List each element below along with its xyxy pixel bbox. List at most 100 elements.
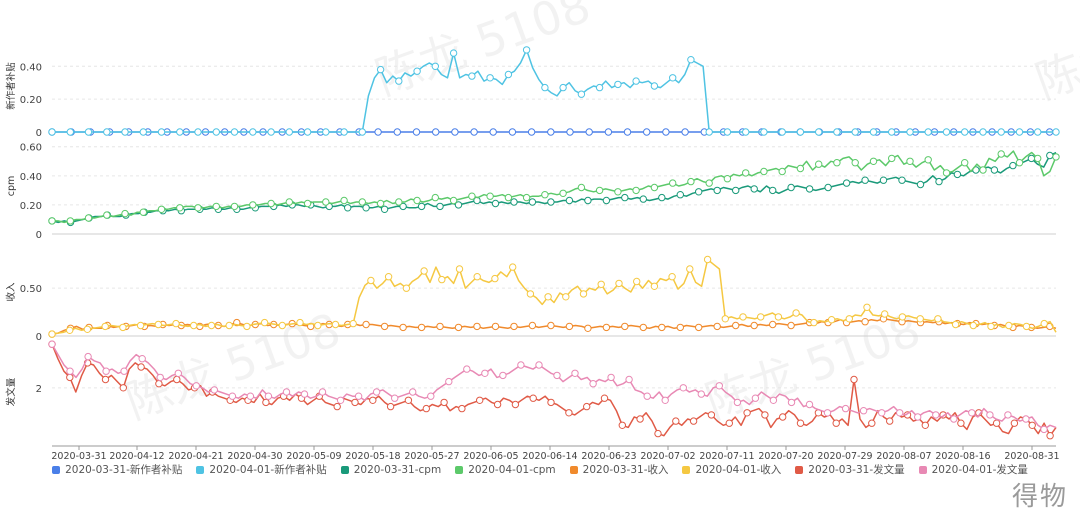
point-3-1-30 [228, 392, 237, 400]
point-1-1-15 [139, 208, 148, 216]
legend-item-2-0[interactable]: 2020-03-31-收入 [569, 462, 668, 477]
legend-item-2-1[interactable]: 2020-04-01-收入 [682, 462, 781, 477]
point-2-1-51 [349, 319, 357, 328]
point-0-1-138 [888, 128, 896, 136]
point-3-0-87 [565, 409, 573, 417]
point-3-1-105 [679, 384, 687, 392]
point-3-0-90 [583, 402, 591, 411]
point-3-1-102 [661, 396, 669, 404]
point-2-1-27 [207, 321, 216, 330]
point-1-1-135 [869, 157, 878, 166]
point-1-1-24 [194, 204, 202, 212]
point-3-0-69 [458, 404, 466, 413]
point-2-1-39 [278, 321, 286, 330]
point-1-0-87 [584, 196, 592, 205]
legend-item-0-0[interactable]: 2020-03-31-新作者补贴 [52, 462, 182, 477]
point-3-1-138 [878, 409, 886, 417]
point-2-0-54 [380, 322, 389, 331]
point-0-1-27 [212, 128, 221, 136]
point-0-0-93 [643, 128, 651, 136]
point-3-1-15 [138, 355, 146, 363]
point-3-0-105 [672, 417, 680, 425]
point-3-0-168 [1046, 432, 1054, 440]
point-1-1-78 [522, 193, 531, 202]
point-1-1-54 [376, 199, 385, 208]
point-2-0-132 [861, 318, 869, 326]
point-1-0-162 [1046, 151, 1054, 160]
point-3-1-69 [463, 365, 471, 373]
point-2-0-57 [399, 323, 407, 332]
point-2-1-108 [686, 265, 694, 273]
ytick-label-1-1: 0.20 [20, 201, 42, 212]
ytick-label-0-0: 0 [36, 128, 42, 139]
point-1-0-144 [935, 177, 943, 186]
point-3-1-147 [932, 411, 940, 419]
brand-logo: 得物 [1011, 482, 1068, 512]
point-3-0-21 [173, 375, 181, 384]
series-line-0-1 [52, 49, 1056, 133]
point-1-1-63 [431, 193, 439, 202]
point-2-0-87 [584, 324, 592, 332]
point-3-1-36 [264, 392, 273, 400]
legend-item-1-1[interactable]: 2020-04-01-cpm [455, 462, 556, 477]
point-3-1-21 [174, 369, 183, 377]
point-3-1-39 [282, 388, 291, 396]
point-1-1-93 [614, 188, 622, 196]
point-1-0-159 [1027, 154, 1036, 163]
legend-item-1-0[interactable]: 2020-03-31-cpm [340, 462, 441, 477]
legend-swatch [795, 465, 804, 474]
point-1-1-90 [595, 186, 604, 195]
point-1-1-87 [577, 183, 586, 192]
point-3-0-36 [262, 398, 270, 407]
point-1-0-108 [713, 186, 721, 195]
xtick-label-9: 2020-06-23 [581, 451, 636, 460]
point-3-0-159 [992, 419, 1001, 427]
point-1-1-60 [413, 196, 421, 205]
xtick-label-7: 2020-06-05 [463, 451, 518, 460]
point-2-1-165 [1022, 322, 1031, 331]
legend-item-3-0[interactable]: 2020-03-31-发文量 [795, 462, 905, 477]
point-3-0-153 [957, 419, 965, 427]
point-2-1-45 [314, 321, 322, 330]
point-0-0-84 [585, 128, 593, 136]
legend-item-0-1[interactable]: 2020-04-01-新作者补贴 [196, 462, 327, 477]
point-3-1-9 [102, 367, 110, 375]
point-2-1-168 [1040, 319, 1048, 328]
point-1-0-147 [953, 170, 962, 179]
point-2-0-75 [510, 322, 518, 331]
point-1-1-18 [157, 205, 166, 214]
point-3-1-129 [823, 409, 832, 417]
point-1-0-75 [510, 198, 518, 206]
point-0-1-45 [322, 128, 330, 136]
point-2-1-117 [739, 313, 747, 321]
point-3-1-114 [733, 398, 742, 407]
point-3-0-18 [155, 380, 163, 388]
point-0-1-39 [285, 128, 293, 136]
point-0-0-54 [393, 128, 401, 136]
xtick-label-2: 2020-04-21 [168, 451, 223, 460]
point-0-1-18 [157, 128, 166, 136]
legend-item-3-1[interactable]: 2020-04-01-发文量 [918, 462, 1028, 477]
point-1-0-153 [990, 166, 999, 174]
point-1-0-57 [399, 202, 407, 211]
legend-swatch [52, 465, 61, 474]
point-2-1-120 [757, 313, 765, 321]
point-1-1-99 [650, 183, 659, 192]
legend-swatch [196, 465, 205, 474]
point-2-0-66 [454, 323, 463, 332]
point-2-0-105 [695, 323, 703, 332]
point-0-1-12 [121, 128, 129, 136]
legend-label: 2020-04-01-收入 [695, 464, 782, 476]
point-2-1-123 [774, 313, 783, 321]
point-3-1-126 [805, 400, 814, 409]
point-3-1-24 [192, 382, 201, 390]
point-1-1-117 [760, 167, 768, 176]
point-2-1-33 [243, 322, 251, 331]
legend-label: 2020-04-01-cpm [468, 463, 556, 476]
point-0-1-15 [139, 128, 148, 136]
point-2-1-24 [190, 321, 198, 330]
point-3-0-48 [333, 402, 341, 411]
point-0-1-123 [796, 128, 805, 136]
point-2-1-162 [1005, 321, 1013, 330]
point-1-1-153 [979, 166, 987, 174]
